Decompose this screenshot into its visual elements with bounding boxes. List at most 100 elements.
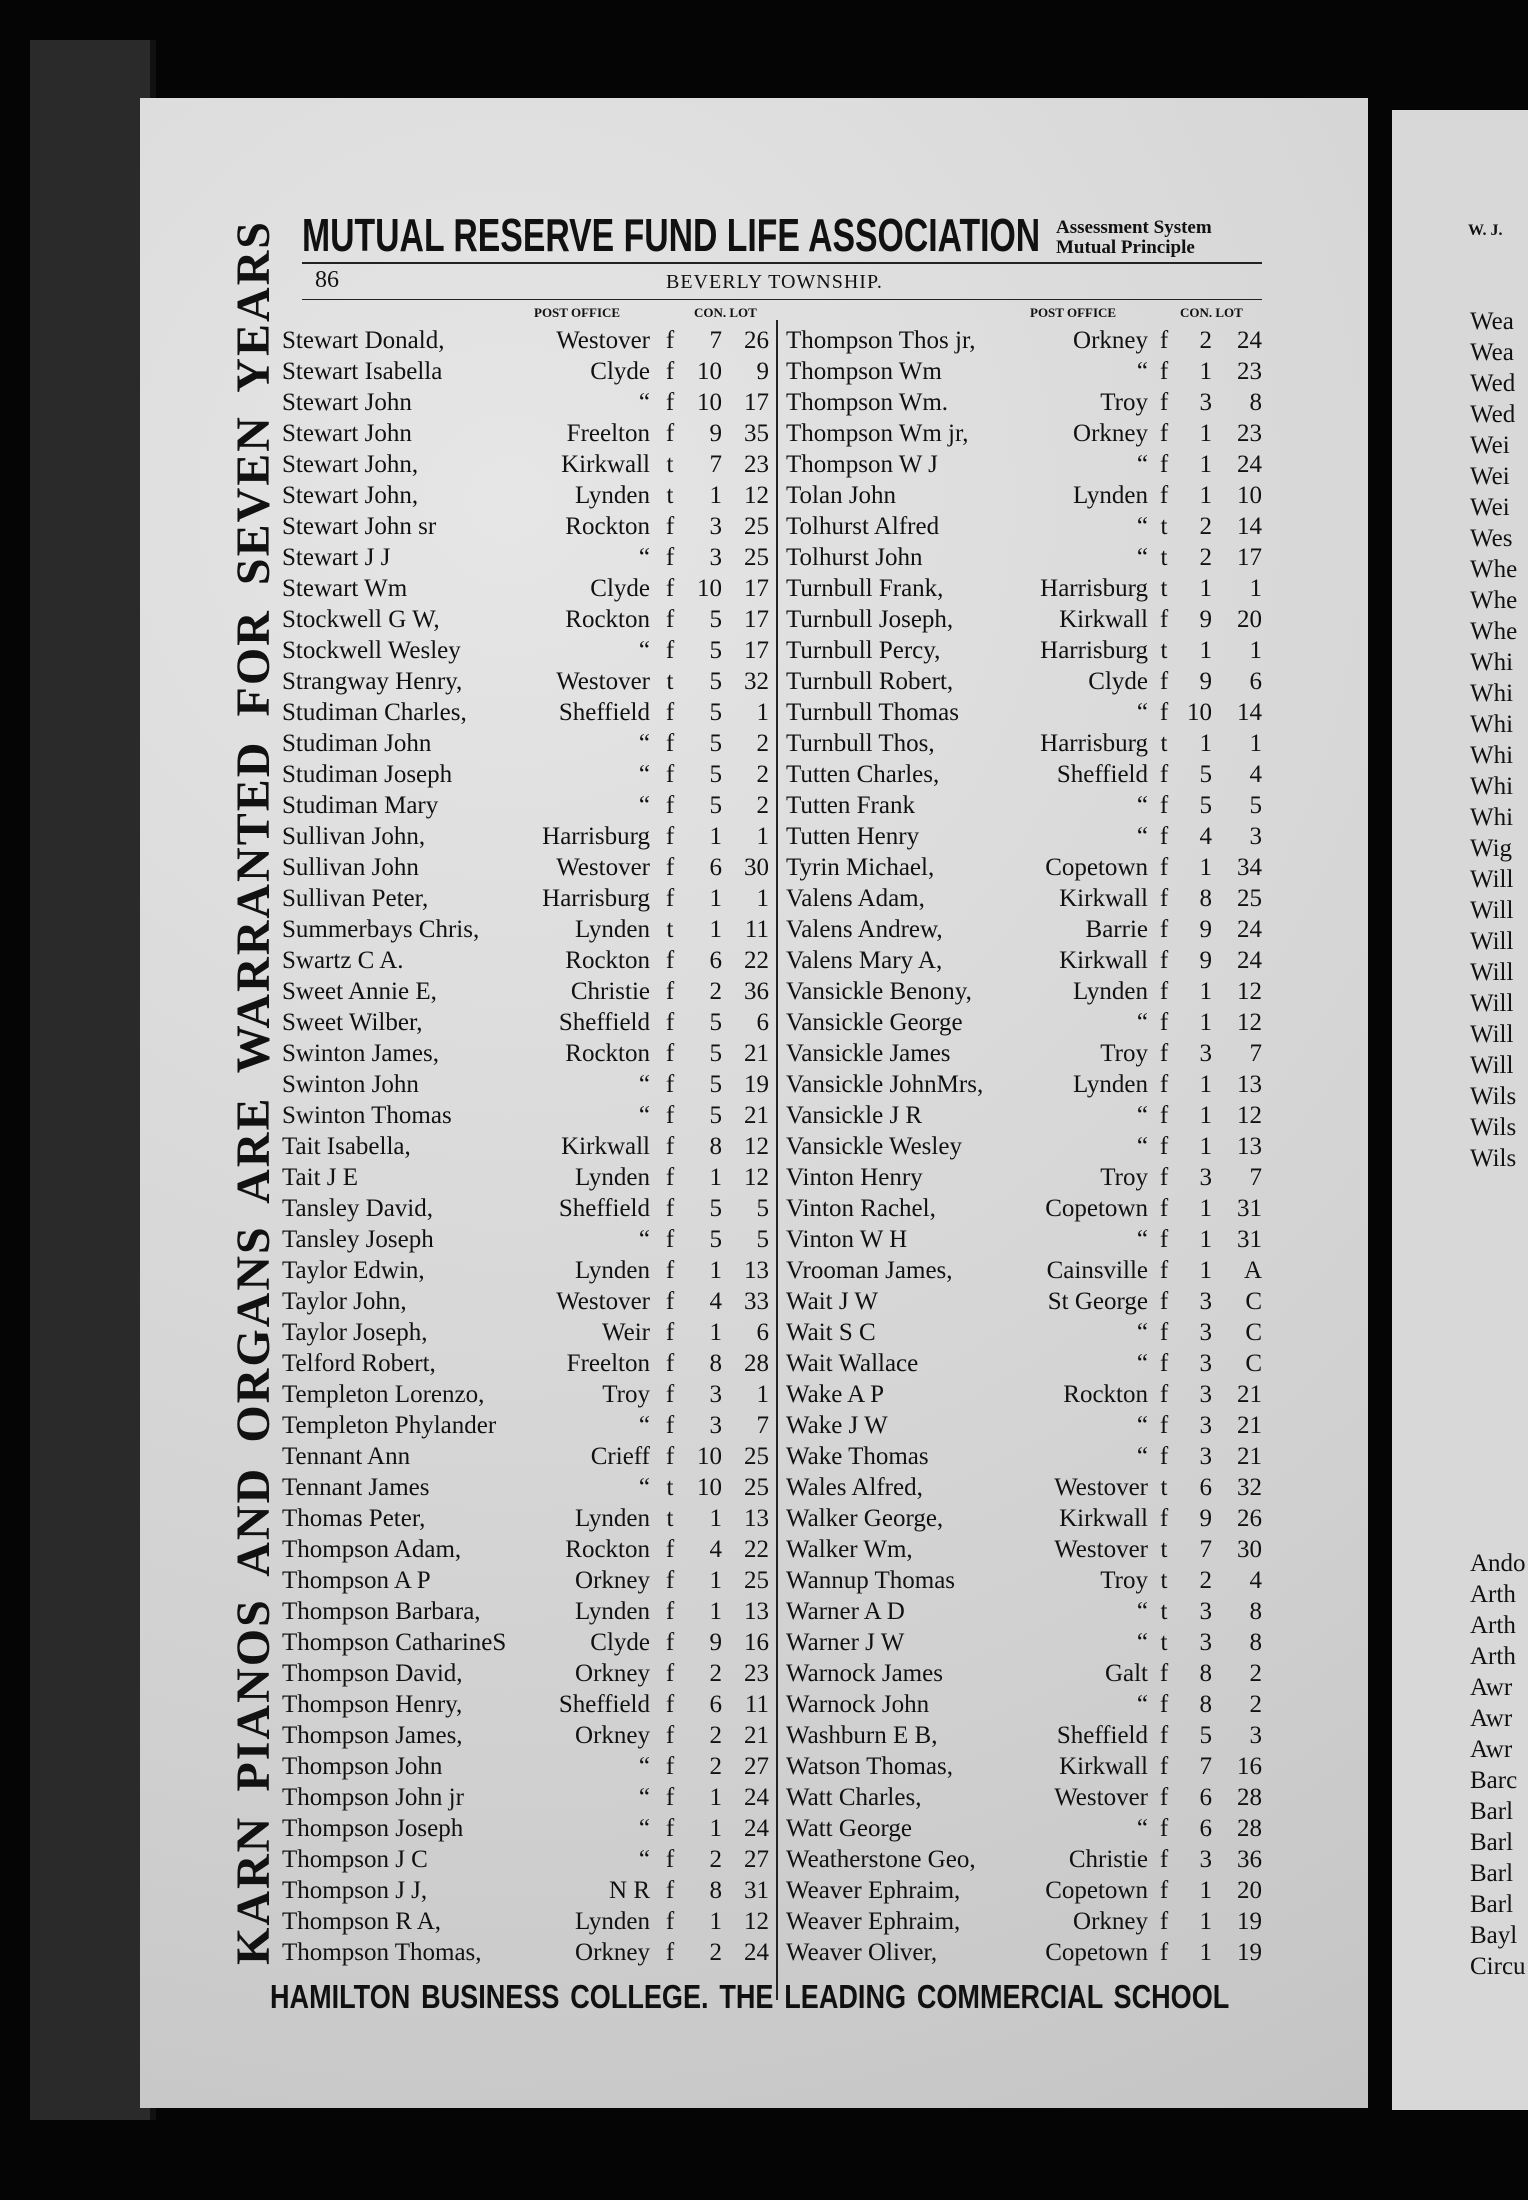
entry-concession: 9 [1199,947,1213,974]
entry-lot: 2 [756,792,770,819]
entry-concession: 9 [1199,1505,1213,1532]
facing-page-fragment: Wei [1470,432,1510,459]
entry-post-office: Rockton [565,1040,650,1067]
entry-status: f [665,637,675,664]
entry-status: f [665,1784,675,1811]
entry-concession: 5 [709,606,723,633]
entry-concession: 1 [709,823,723,850]
entry-post-office: Copetown [1045,1939,1148,1966]
entry-status: f [1159,1257,1169,1284]
directory-entry: Thompson David, Orkney f 2 23 [282,1658,769,1689]
entry-concession: 1 [1199,854,1213,881]
entry-status: f [665,1443,675,1470]
footer-advertisement: HAMILTON BUSINESS COLLEGE. THE LEADING C… [270,1978,1230,2015]
directory-entry: Tyrin Michael, Copetown f 1 34 [786,852,1262,883]
entry-name: Wait Wallace [786,1350,919,1377]
entry-status: f [1159,420,1169,447]
entry-status: f [665,1195,675,1222]
entry-status: f [1159,1133,1169,1160]
directory-entry: Swinton James, Rockton f 5 21 [282,1038,769,1069]
entry-name: Walker Wm, [786,1536,913,1563]
entry-status: f [665,761,675,788]
facing-page-fragment: Will [1470,866,1514,893]
facing-page-fragment: Barl [1470,1860,1514,1887]
entry-concession: 7 [709,451,723,478]
entry-post-office: “ [638,544,650,571]
entry-name: Thompson A P [282,1567,431,1594]
entry-lot: 4 [1249,1567,1263,1594]
entry-status: f [1159,885,1169,912]
entry-post-office: Clyde [590,575,650,602]
entry-name: Studiman Charles, [282,699,467,726]
entry-post-office: Orkney [575,1939,650,1966]
entry-lot: 21 [1237,1381,1262,1408]
entry-status: f [1159,389,1169,416]
entry-post-office: “ [638,1226,650,1253]
entry-post-office: “ [638,792,650,819]
entry-lot: 34 [1237,854,1262,881]
entry-status: f [665,389,675,416]
entry-post-office: Kirkwall [561,1133,650,1160]
entry-concession: 7 [709,327,723,354]
entry-post-office: “ [638,389,650,416]
entry-lot: 36 [1237,1846,1262,1873]
directory-entry: Thompson Barbara, Lynden f 1 13 [282,1596,769,1627]
entry-status: f [665,1319,675,1346]
directory-entry: Sullivan John Westover f 6 30 [282,852,769,883]
entry-status: f [665,1102,675,1129]
entry-status: f [665,1257,675,1284]
entry-lot: 6 [756,1319,770,1346]
entry-lot: 26 [1237,1505,1262,1532]
entry-status: f [665,606,675,633]
entry-concession: 1 [709,1164,723,1191]
directory-entry: Swinton John “ f 5 19 [282,1069,769,1100]
entry-name: Sullivan John, [282,823,426,850]
entry-status: f [665,1071,675,1098]
directory-entry: Tutten Henry “ f 4 3 [786,821,1262,852]
facing-page-fragment: Arth [1470,1581,1516,1608]
entry-lot: 7 [1249,1164,1263,1191]
entry-post-office: “ [1136,358,1148,385]
directory-entry: Tolhurst John “ t 2 17 [786,542,1262,573]
directory-entry: Warner A D “ t 3 8 [786,1596,1262,1627]
entry-post-office: Lynden [1073,482,1148,509]
entry-post-office: “ [1136,823,1148,850]
entry-lot: 27 [744,1753,769,1780]
entry-lot: 28 [1237,1815,1262,1842]
entry-lot: 1 [756,1381,770,1408]
entry-lot: 6 [756,1009,770,1036]
entry-lot: 26 [744,327,769,354]
entry-concession: 8 [709,1133,723,1160]
entry-name: Stockwell Wesley [282,637,461,664]
entry-name: Sweet Wilber, [282,1009,423,1036]
directory-entry: Taylor Joseph, Weir f 1 6 [282,1317,769,1348]
directory-entry: Turnbull Joseph, Kirkwall f 9 20 [786,604,1262,635]
entry-status: f [1159,606,1169,633]
entry-name: Taylor John, [282,1288,407,1315]
entry-concession: 1 [1199,575,1213,602]
entry-status: t [1160,575,1168,602]
entry-lot: 11 [744,1691,769,1718]
directory-entry: Turnbull Thos, Harrisburg t 1 1 [786,728,1262,759]
entry-name: Wake Thomas [786,1443,929,1470]
entry-concession: 1 [1199,730,1213,757]
entry-lot: 12 [744,1908,769,1935]
entry-name: Thompson W J [786,451,938,478]
entry-lot: 19 [1237,1908,1262,1935]
entry-post-office: Westover [1054,1536,1148,1563]
directory-entry: Thompson Thomas, Orkney f 2 24 [282,1937,769,1968]
entry-concession: 10 [1187,699,1212,726]
left-header-post-office: POST OFFICE [534,305,621,320]
entry-post-office: N R [609,1877,650,1904]
entry-lot: 4 [1249,761,1263,788]
directory-entry: Stewart Donald, Westover f 7 26 [282,325,769,356]
directory-entry: Tait Isabella, Kirkwall f 8 12 [282,1131,769,1162]
book-binding [30,40,156,2120]
entry-name: Washburn E B, [786,1722,938,1749]
entry-lot: 24 [1237,947,1262,974]
entry-status: f [665,1133,675,1160]
directory-entry: Thomas Peter, Lynden t 1 13 [282,1503,769,1534]
facing-page-fragment: Wea [1470,339,1514,366]
directory-entry: Stewart Wm Clyde f 10 17 [282,573,769,604]
entry-post-office: Harrisburg [542,823,650,850]
